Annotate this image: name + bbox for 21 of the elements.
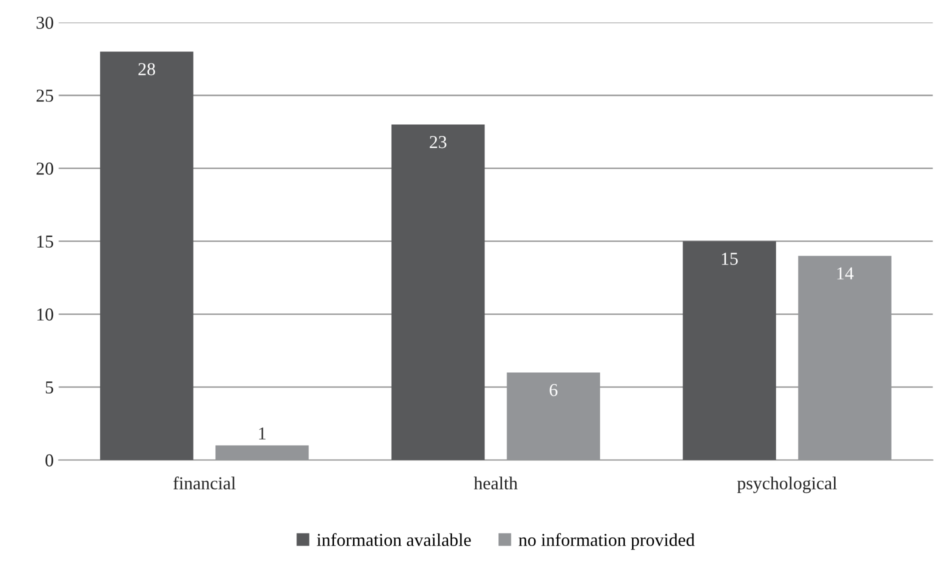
- data-label: 14: [837, 267, 854, 280]
- data-label: 6: [550, 384, 558, 396]
- data-label: 23: [430, 136, 446, 148]
- x-tick-label: psychological: [737, 476, 837, 494]
- legend-label: information available: [316, 533, 471, 546]
- data-label: 28: [138, 63, 156, 76]
- y-tick-label: 15: [37, 236, 54, 248]
- x-tick-label: financial: [173, 476, 236, 490]
- y-tick-label: 25: [36, 90, 54, 102]
- data-label: 15: [722, 252, 738, 265]
- y-tick-label: 0: [46, 454, 54, 466]
- bar: [682, 241, 776, 460]
- bar: [391, 124, 485, 460]
- x-tick-label: health: [474, 476, 518, 490]
- y-tick-label: 20: [36, 162, 54, 175]
- legend-label: no information provided: [518, 533, 695, 550]
- y-tick-label: 30: [36, 16, 54, 29]
- y-tick-label: 10: [37, 308, 54, 321]
- data-label: 1: [259, 427, 266, 440]
- y-tick-label: 5: [46, 382, 54, 394]
- bar: [100, 52, 194, 460]
